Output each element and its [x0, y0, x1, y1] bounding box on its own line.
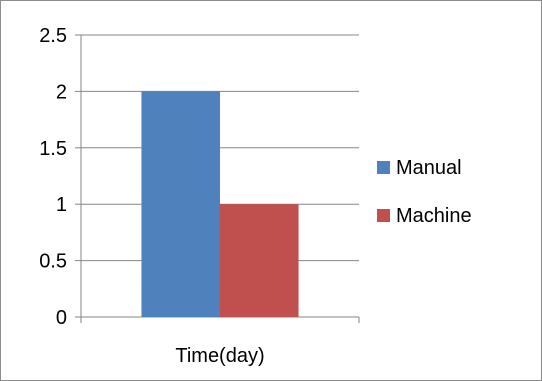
- y-tick-label: 2.5: [39, 25, 67, 47]
- legend: Manual Machine: [377, 157, 472, 227]
- tick-labels: 0 0.5 1 1.5 2 2.5 Time(day): [39, 25, 264, 367]
- legend-label-manual: Manual: [396, 157, 462, 179]
- y-tick-label: 2: [56, 81, 67, 103]
- bar-manual: [141, 91, 220, 318]
- bar-machine: [220, 204, 299, 317]
- x-tick-label: Time(day): [175, 345, 264, 367]
- y-tick-label: 1.5: [39, 138, 67, 160]
- legend-label-machine: Machine: [396, 205, 472, 227]
- y-tick-label: 1: [56, 194, 67, 216]
- legend-swatch-manual: [377, 161, 390, 174]
- y-tick-label: 0: [56, 307, 67, 329]
- bars: [141, 91, 299, 318]
- y-tick-label: 0.5: [39, 251, 67, 273]
- legend-swatch-machine: [377, 209, 390, 222]
